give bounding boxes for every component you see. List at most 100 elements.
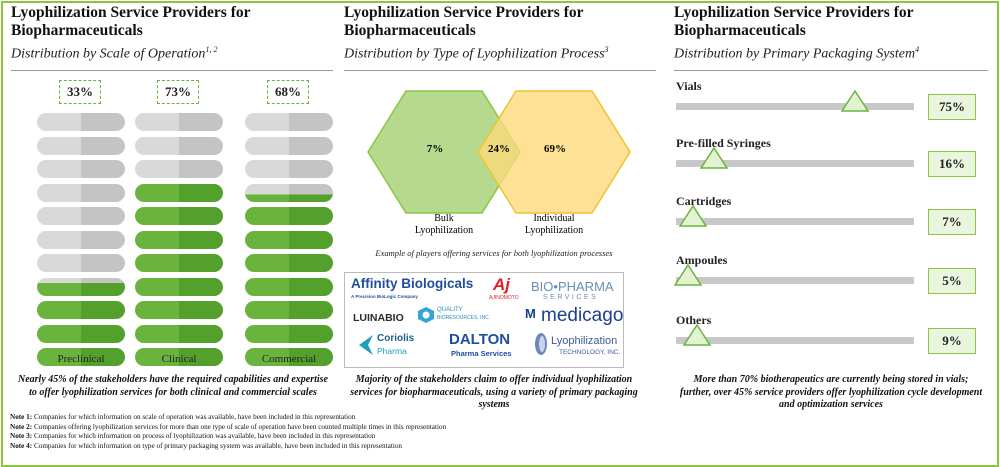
- logo-medicago-mark: M: [525, 306, 536, 321]
- scale-bar-pill-commercial: [245, 160, 333, 178]
- scale-panel-subtitle: Distribution by Scale of Operation1, 2: [11, 45, 218, 62]
- scale-bar-pill-commercial: [245, 230, 333, 249]
- scale-bar-pill-clinical: [135, 136, 223, 155]
- scale-bar-pill-clinical: [135, 230, 223, 249]
- venn-overlap-value: 24%: [488, 143, 510, 155]
- packaging-category-label-ampoules: Ampoules: [676, 253, 728, 267]
- packaging-panel-subtitle: Distribution by Primary Packaging System…: [674, 45, 920, 62]
- venn-individual-label-line2: Lyophilization: [525, 225, 583, 236]
- scale-bar-pill-clinical: [135, 277, 223, 296]
- packaging-panel-title: Lyophilization Service Providers for Bio…: [674, 4, 914, 39]
- scale-bar-pill-commercial: [245, 301, 333, 319]
- packaging-value-label-ampoules: 5%: [928, 268, 976, 294]
- venn-diagram: 7% 24% 69% Bulk Lyophilization Individua…: [367, 90, 631, 236]
- scale-bar-pill-clinical: [135, 207, 223, 225]
- scale-bar-pill-commercial: [245, 324, 333, 343]
- logo-dalton-sub: Pharma Services: [451, 349, 512, 358]
- logo-lyophilization-sub: TECHNOLOGY, INC.: [559, 349, 621, 356]
- logo-coriolis: Coriolis: [377, 333, 415, 344]
- packaging-caption: More than 70% biotherapeutics are curren…: [679, 374, 983, 410]
- venn-bulk-label-line2: Lyophilization: [415, 225, 473, 236]
- packaging-value-label-pre-filled-syringes: 16%: [928, 151, 976, 177]
- scale-bar-pill-preclinical: [37, 183, 125, 202]
- scale-bar-pill-commercial: [245, 277, 333, 296]
- packaging-marker-cartridges: [678, 204, 708, 227]
- logo-quality-sub: BIORESOURCES, INC.: [437, 315, 491, 321]
- scale-bar-pill-commercial: [245, 136, 333, 155]
- process-panel-title: Lyophilization Service Providers for Bio…: [344, 4, 584, 39]
- scale-bar-pill-preclinical: [37, 136, 125, 155]
- packaging-category-label-cartridges: Cartridges: [676, 194, 732, 208]
- packaging-panel-header: Lyophilization Service Providers for Bio…: [674, 4, 992, 63]
- scale-divider: [11, 70, 333, 71]
- logo-biopharma: BIO•PHARMA: [531, 279, 614, 294]
- scale-panel-header: Lyophilization Service Providers for Bio…: [11, 4, 331, 63]
- logo-coriolis-pharma: Pharma: [377, 346, 407, 356]
- footnotes: Note 1: Companies for which information …: [10, 413, 446, 451]
- scale-category-label-commercial: Commercial: [261, 353, 317, 365]
- packaging-track-pre-filled-syringes: [676, 160, 914, 167]
- packaging-track-others: [676, 337, 914, 344]
- logo-coriolis-icon: [359, 335, 373, 355]
- logo-lyophilization: Lyophilization: [551, 335, 618, 347]
- venn-individual-only-value: 69%: [544, 143, 566, 155]
- venn-bulk-only-value: 7%: [427, 143, 444, 155]
- note-3: Note 3: Companies for which information …: [10, 432, 376, 441]
- scale-value-label-preclinical: 33%: [59, 80, 101, 104]
- logo-lyophilization-icon: [535, 333, 547, 355]
- scale-bar-pill-commercial: [245, 254, 333, 272]
- scale-bar-pill-clinical: [135, 160, 223, 178]
- scale-bar-pill-commercial: [245, 113, 333, 131]
- scale-bar-pill-commercial: [245, 348, 333, 366]
- packaging-category-label-pre-filled-syringes: Pre-filled Syringes: [676, 136, 771, 150]
- scale-value-label-clinical: 73%: [157, 80, 199, 104]
- scale-bar-pill-clinical: [135, 113, 223, 131]
- logo-medicago: medicago: [541, 305, 624, 326]
- scale-bar-pill-clinical: [135, 324, 223, 343]
- scale-value-label-commercial: 68%: [267, 80, 309, 104]
- scale-bar-pill-clinical: [135, 254, 223, 272]
- company-logos: Affinity Biologicals A Precision BioLogi…: [344, 272, 624, 368]
- scale-category-label-preclinical: Preclinical: [57, 353, 105, 365]
- packaging-track-ampoules: [676, 277, 914, 284]
- scale-category-label-clinical: Clinical: [161, 353, 197, 365]
- scale-caption: Nearly 45% of the stakeholders have the …: [18, 374, 328, 398]
- logo-ajinomoto: AJINOMOTO: [489, 295, 519, 301]
- scale-bar-pill-clinical: [135, 301, 223, 319]
- logo-dalton: DALTON: [449, 331, 511, 348]
- venn-example-text: Example of players offering services for…: [375, 248, 613, 258]
- logo-biopharma-services: SERVICES: [543, 294, 599, 301]
- scale-bar-pill-commercial: [245, 207, 333, 225]
- venn-individual-label-line1: Individual: [533, 213, 574, 224]
- packaging-value-label-others: 9%: [928, 328, 976, 354]
- scale-bar-pill-preclinical: [37, 207, 125, 225]
- process-divider: [344, 70, 656, 71]
- process-panel-header: Lyophilization Service Providers for Bio…: [344, 4, 644, 63]
- packaging-value-label-cartridges: 7%: [928, 209, 976, 235]
- packaging-marker-others: [683, 323, 712, 346]
- scale-bar-pill-preclinical: [37, 254, 125, 272]
- scale-bar-pill-clinical: [135, 183, 223, 202]
- packaging-divider: [674, 70, 988, 71]
- packaging-track-cartridges: [676, 218, 914, 225]
- scale-bar-pill-preclinical: [37, 160, 125, 178]
- logo-quality-icon: [418, 307, 434, 323]
- packaging-category-label-others: Others: [676, 313, 712, 327]
- scale-bar-pill-commercial: [245, 183, 333, 202]
- scale-bar-pill-preclinical: [37, 348, 125, 366]
- packaging-marker-ampoules: [673, 263, 703, 286]
- scale-bar-pill-preclinical: [37, 277, 125, 296]
- logo-affinity-subtitle: A Precision BioLogic Company: [351, 294, 418, 299]
- packaging-marker-vials: [840, 89, 869, 112]
- process-caption: Majority of the stakeholders claim to of…: [350, 374, 638, 410]
- venn-bulk-label-line1: Bulk: [434, 213, 453, 224]
- logo-affinity-biologicals: Affinity Biologicals: [351, 276, 474, 291]
- scale-panel-title: Lyophilization Service Providers for Bio…: [11, 4, 251, 39]
- packaging-value-label-vials: 75%: [928, 94, 976, 120]
- scale-bar-pill-preclinical: [37, 113, 125, 131]
- packaging-category-label-vials: Vials: [676, 79, 702, 93]
- process-panel-subtitle: Distribution by Type of Lyophilization P…: [344, 45, 609, 62]
- packaging-track-vials: [676, 103, 914, 110]
- scale-bar-pill-preclinical: [37, 230, 125, 249]
- note-2: Note 2: Companies offering lyophilizatio…: [10, 422, 447, 431]
